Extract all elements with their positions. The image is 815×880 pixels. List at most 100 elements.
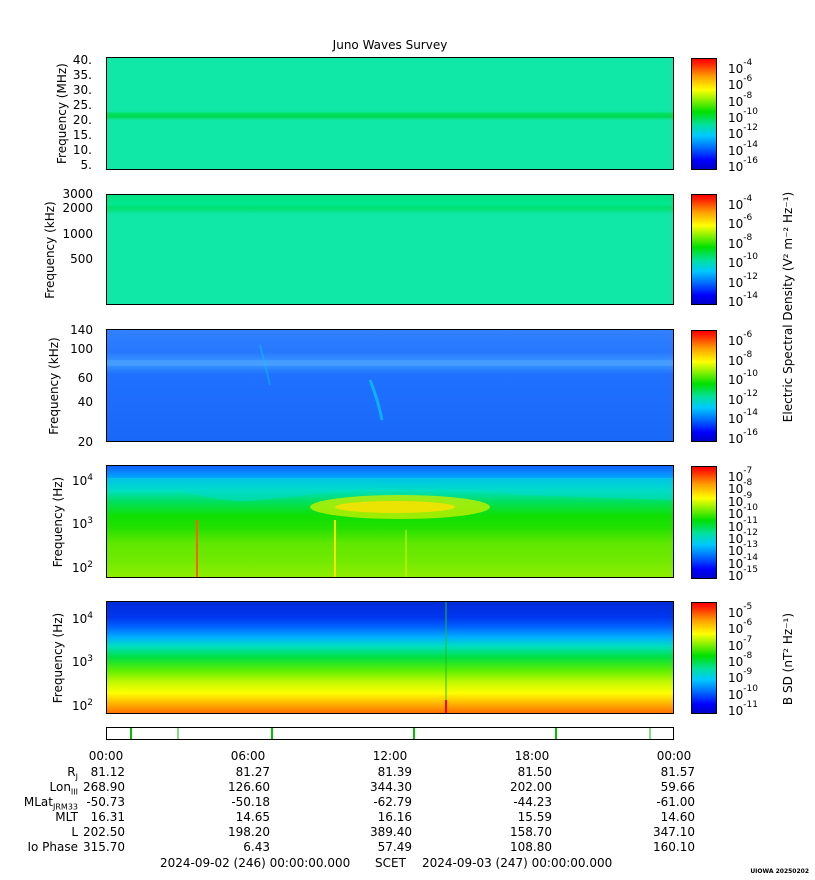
p4-tick: 102 bbox=[71, 560, 93, 575]
ephemeris-value: 14.60 bbox=[660, 810, 695, 824]
colorbar-tick-label: 10-9 bbox=[728, 667, 753, 686]
chart-title: Juno Waves Survey bbox=[332, 38, 448, 52]
ephemeris-value: 315.70 bbox=[83, 840, 125, 854]
ephemeris-value: 15.59 bbox=[517, 810, 552, 824]
colorbar-tick-label: 10-10 bbox=[728, 683, 758, 702]
ephemeris-value: 158.70 bbox=[510, 825, 552, 839]
ephemeris-label: LonIII bbox=[49, 780, 79, 797]
colorbar-tick-label: 10-9 bbox=[728, 490, 753, 509]
colorbar-tick-label: 10-7 bbox=[728, 466, 753, 484]
spectrogram-panel-2 bbox=[106, 194, 674, 305]
ephemeris-value: 126.60 bbox=[228, 780, 270, 794]
colorbar-4 bbox=[691, 466, 717, 579]
colorbar-tick-label: 10-16 bbox=[728, 428, 758, 446]
p4-tick: 104 bbox=[71, 473, 93, 488]
colorbar-tick-label: 10-8 bbox=[728, 232, 753, 251]
colorbar-tick-label: 10-5 bbox=[728, 602, 753, 620]
p2-tick: 2000 bbox=[62, 201, 93, 215]
p1-tick: 40. bbox=[72, 53, 92, 67]
p1-tick: 35. bbox=[72, 68, 92, 82]
colorbar-tick-label: 10-8 bbox=[728, 478, 753, 497]
time-label: 00:00 bbox=[88, 749, 124, 763]
p3-tick: 60 bbox=[77, 371, 93, 385]
ephemeris-value: 108.80 bbox=[510, 840, 552, 854]
p4-tick: 103 bbox=[71, 516, 93, 531]
spectrogram-panel-1 bbox=[106, 57, 674, 170]
colorbar-tick-label: 10-11 bbox=[728, 700, 758, 718]
colorbar-5 bbox=[691, 602, 717, 714]
colorbar-tick-label: 10-15 bbox=[728, 565, 758, 583]
spectrogram-panel-3 bbox=[106, 329, 674, 442]
p5-tick: 103 bbox=[71, 654, 93, 669]
colorbar-tick-label: 10-10 bbox=[728, 503, 758, 522]
p3-tick: 140 bbox=[70, 323, 93, 337]
p5-tick: 104 bbox=[71, 611, 93, 626]
colorbar-tick-label: 10-12 bbox=[728, 527, 758, 546]
colorbar-1 bbox=[691, 58, 717, 170]
colorbar-tick-label: 10-6 bbox=[728, 618, 753, 637]
p1-tick: 25. bbox=[72, 98, 92, 112]
ephemeris-value: 81.27 bbox=[235, 765, 270, 779]
ephemeris-label: MLatJRM33 bbox=[23, 795, 78, 812]
p3-tick: 20 bbox=[77, 435, 93, 449]
colorbar-tick-label: 10-8 bbox=[728, 651, 753, 669]
ephemeris-label: MLT bbox=[55, 810, 78, 824]
colorbar-tick-label: 10-10 bbox=[728, 252, 758, 271]
ephemeris-value: 14.65 bbox=[235, 810, 270, 824]
ephemeris-value: 81.57 bbox=[660, 765, 695, 779]
ephemeris-value: 202.50 bbox=[83, 825, 125, 839]
p1-tick: 10. bbox=[72, 143, 92, 157]
p2-tick: 500 bbox=[70, 252, 93, 266]
p4-tick-exp: 4 bbox=[87, 473, 93, 483]
p1-tick: 30. bbox=[72, 83, 92, 97]
ephemeris-value: 268.90 bbox=[83, 780, 125, 794]
p5-tick-exp: 4 bbox=[87, 611, 93, 621]
ephemeris-value: 198.20 bbox=[228, 825, 270, 839]
p5-tick-exp: 3 bbox=[87, 654, 93, 664]
ephemeris-value: 16.16 bbox=[377, 810, 412, 824]
ephemeris-label: L bbox=[71, 825, 78, 839]
p1-tick: 20. bbox=[72, 113, 92, 127]
ephemeris-value: 81.39 bbox=[377, 765, 412, 779]
ephemeris-value: -61.00 bbox=[656, 795, 695, 809]
p1-tick: 5. bbox=[80, 158, 92, 172]
colorbar-tick-label: 10-14 bbox=[728, 408, 758, 427]
ephemeris-value: -50.73 bbox=[86, 795, 125, 809]
ephemeris-value: 389.40 bbox=[370, 825, 412, 839]
ephemeris-value: 6.43 bbox=[243, 840, 270, 854]
colorbar-tick-label: 10-13 bbox=[728, 540, 758, 559]
colorbar-tick-label: 10-16 bbox=[728, 156, 758, 174]
spectrogram-panel-5 bbox=[106, 601, 674, 714]
time-label: 06:00 bbox=[230, 749, 266, 763]
colorbar-tick-label: 10-10 bbox=[728, 369, 758, 388]
ephemeris-value: 57.49 bbox=[377, 840, 412, 854]
colorbar-tick-label: 10-7 bbox=[728, 634, 753, 653]
colorbar-tick-label: 10-8 bbox=[728, 349, 753, 368]
ephemeris-value: -62.79 bbox=[373, 795, 412, 809]
colorbar-2 bbox=[691, 194, 717, 305]
colorbar-tick-label: 10-8 bbox=[728, 90, 753, 109]
colorbar-tick-label: 10-6 bbox=[728, 213, 753, 232]
colorbar-tick-label: 10-12 bbox=[728, 388, 758, 407]
ephemeris-value: 16.31 bbox=[90, 810, 125, 824]
p1-tick: 15. bbox=[72, 128, 92, 142]
ephemeris-value: -50.18 bbox=[231, 795, 270, 809]
time-label: 12:00 bbox=[372, 749, 408, 763]
orbit-timeline bbox=[106, 727, 674, 740]
footer-start: 2024-09-02 (246) 00:00:00.000 bbox=[160, 856, 351, 870]
colorbar-tick-label: 10-10 bbox=[728, 107, 758, 125]
stamp: UIOWA 20250202 bbox=[750, 868, 809, 875]
p2-tick: 3000 bbox=[62, 187, 93, 201]
colorbar-tick-label: 10-6 bbox=[728, 330, 753, 348]
p2-tick: 1000 bbox=[62, 227, 93, 241]
colorbar-tick-label: 10-6 bbox=[728, 74, 753, 93]
colorbar-3 bbox=[691, 330, 717, 442]
p5-tick-exp: 2 bbox=[87, 698, 93, 708]
p3-tick: 40 bbox=[77, 395, 93, 409]
p4-tick-exp: 3 bbox=[87, 516, 93, 526]
colorbar-tick-label: 10-14 bbox=[728, 552, 758, 571]
ephemeris-label: RJ bbox=[67, 765, 78, 782]
ephemeris-label: Io Phase bbox=[27, 840, 78, 854]
